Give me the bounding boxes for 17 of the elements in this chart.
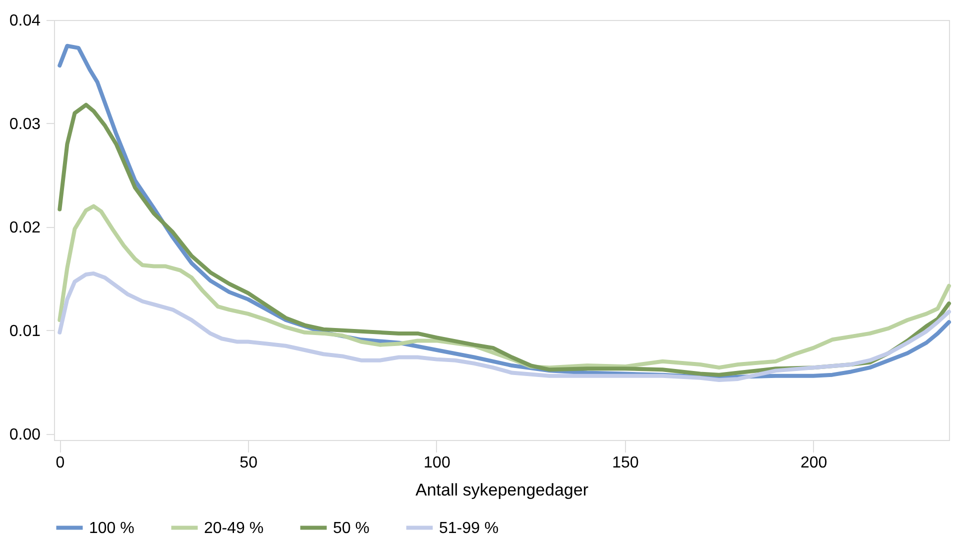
legend-label: 51-99 % — [439, 520, 499, 537]
line-series — [58, 204, 951, 370]
y-tick-label: 0.01 — [9, 322, 41, 340]
y-tick-label: 0.03 — [9, 116, 41, 133]
line-series — [58, 271, 951, 382]
x-tick-label: 150 — [612, 454, 639, 472]
x-axis-title: Antall sykepengedager — [416, 480, 589, 500]
y-tick-label: 0.04 — [9, 12, 41, 30]
legend-label: 100 % — [89, 520, 134, 537]
x-tick-label: 50 — [240, 454, 258, 472]
legend-label: 50 % — [333, 520, 370, 537]
y-tick-label: 0.00 — [9, 426, 41, 444]
x-tick-label: 0 — [56, 454, 65, 472]
y-tick-label: 0.02 — [9, 219, 41, 236]
x-tick-label: 100 — [424, 454, 450, 472]
legend-label: 20-49 % — [204, 520, 264, 537]
x-tick-label: 200 — [800, 454, 828, 472]
